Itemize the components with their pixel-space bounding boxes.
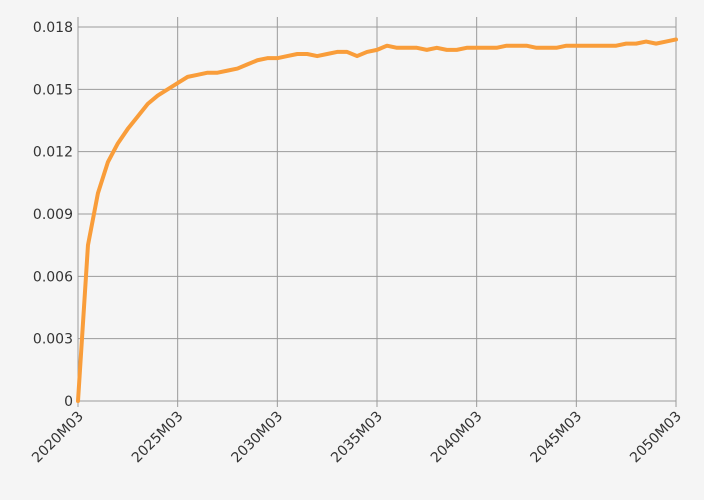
x-tick-label: 2050M03 <box>627 409 685 467</box>
y-tick-label: 0.018 <box>33 20 73 36</box>
y-tick-label: 0 <box>64 394 73 410</box>
y-tick-label: 0.015 <box>33 82 73 98</box>
y-tick-label: 0.006 <box>33 269 73 285</box>
x-tick-label: 2020M03 <box>29 409 87 467</box>
y-tick-label: 0.003 <box>33 332 73 348</box>
x-tick-label: 2030M03 <box>229 409 287 467</box>
y-tick-label: 0.012 <box>33 145 73 161</box>
x-tick-label: 2045M03 <box>528 409 586 467</box>
y-tick-label: 0.009 <box>33 207 73 223</box>
x-tick-label: 2025M03 <box>129 409 187 467</box>
x-tick-label: 2040M03 <box>428 409 486 467</box>
line <box>76 37 678 403</box>
x-tick-label: 2035M03 <box>328 409 386 467</box>
